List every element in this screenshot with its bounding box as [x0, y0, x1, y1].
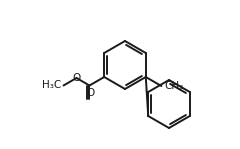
Text: O: O: [86, 87, 95, 97]
Text: H₃C: H₃C: [42, 80, 61, 90]
Text: CH₃: CH₃: [164, 81, 184, 91]
Text: O: O: [72, 73, 81, 83]
